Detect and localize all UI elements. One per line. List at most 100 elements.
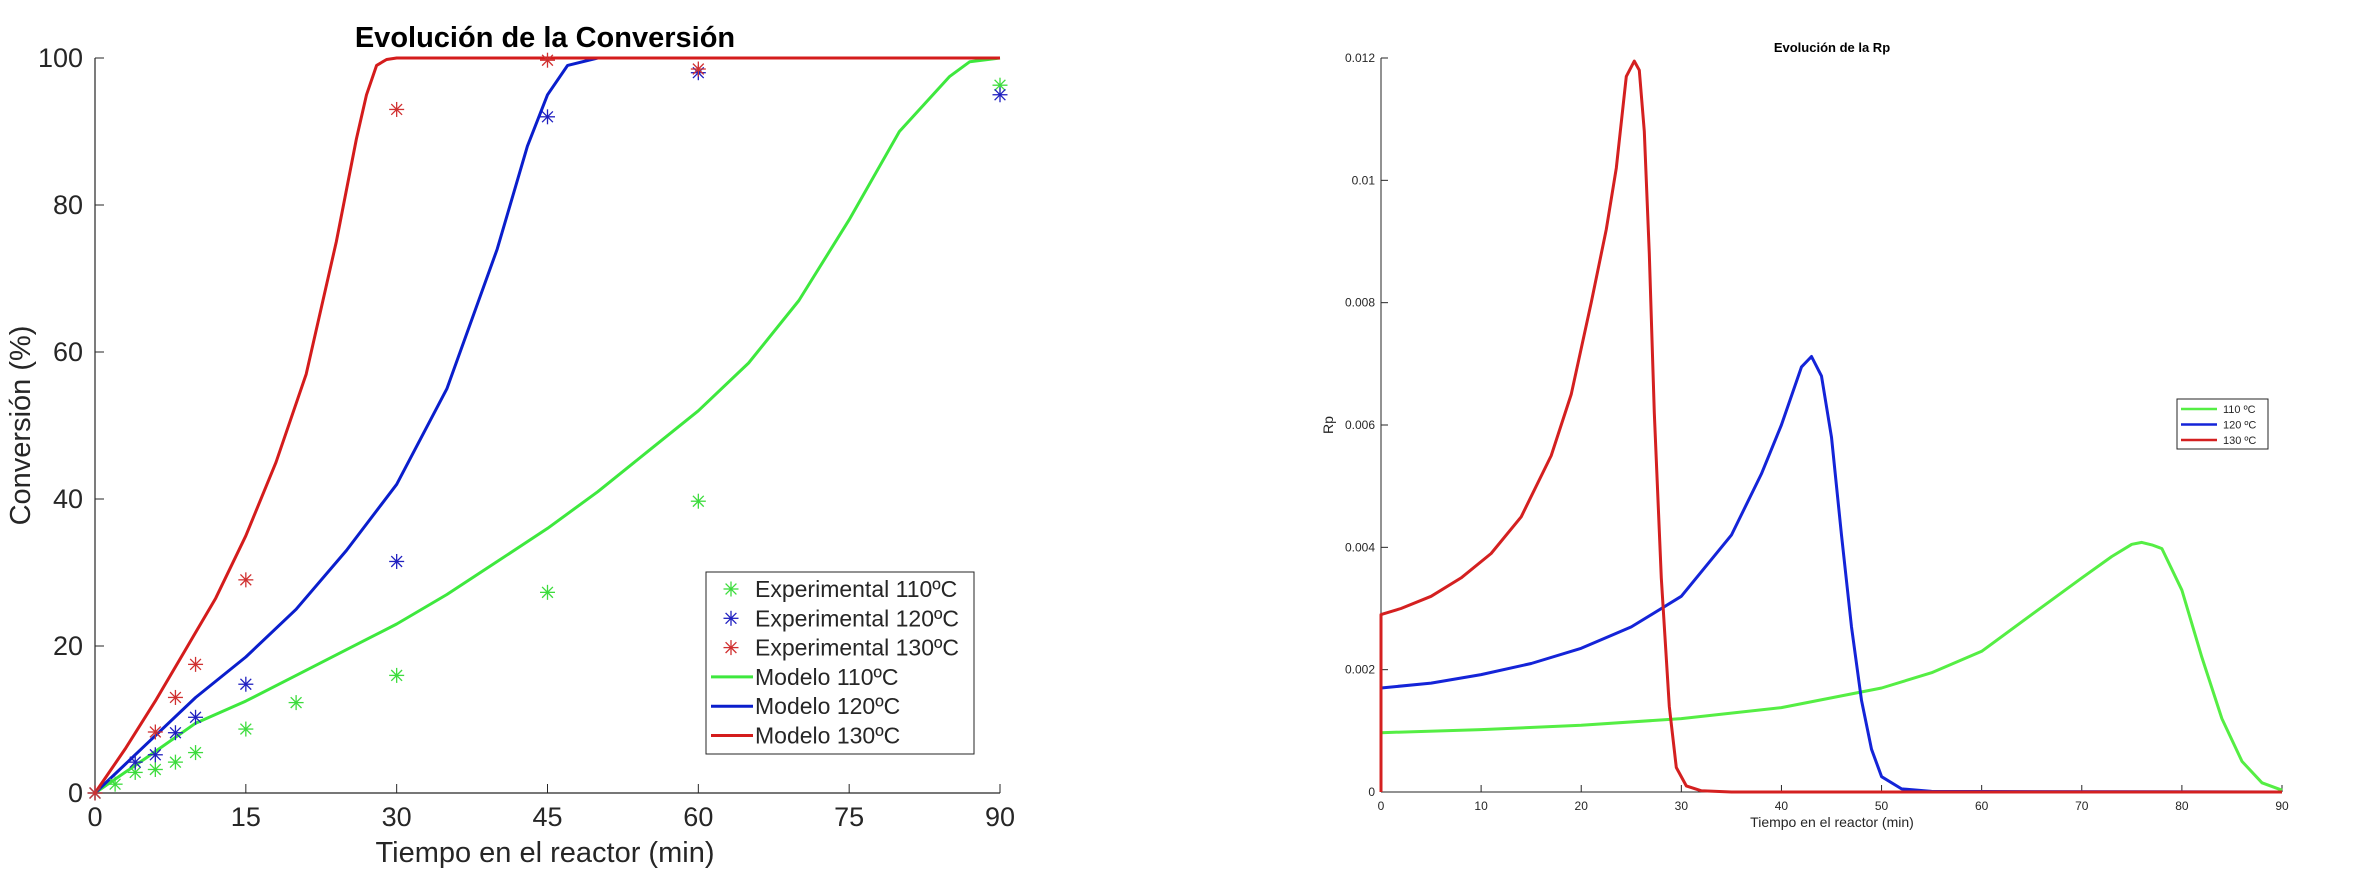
data-point — [188, 656, 204, 672]
marker-stroke — [541, 54, 554, 67]
chart-title: Evolución de la Conversión — [355, 22, 735, 54]
x-tick-label: 20 — [1575, 799, 1589, 813]
marker-stroke — [239, 723, 252, 735]
marker-stroke — [149, 726, 162, 738]
series-line — [1380, 540, 2283, 792]
data-point — [238, 676, 254, 692]
data-point — [992, 87, 1008, 103]
marker-stroke — [725, 583, 737, 595]
y-tick-label: 0.01 — [1352, 173, 1376, 187]
marker-stroke — [189, 746, 202, 759]
x-tick-label: 60 — [1975, 799, 1989, 813]
x-tick-label: 90 — [985, 802, 1015, 832]
x-tick-label: 90 — [2275, 799, 2289, 813]
legend-marker — [723, 581, 739, 597]
data-point — [540, 52, 555, 68]
x-tick-label: 45 — [532, 802, 562, 832]
marker-stroke — [149, 763, 162, 776]
marker-stroke — [169, 756, 182, 768]
data-point — [127, 754, 143, 770]
data-point — [540, 109, 555, 125]
x-tick-label: 0 — [1378, 799, 1385, 813]
y-axis-title: Rp — [1320, 416, 1336, 434]
model-line — [94, 56, 1001, 795]
x-tick-label: 30 — [1675, 799, 1689, 813]
series-line — [1379, 59, 2282, 794]
y-axis-title: Conversión (%) — [5, 326, 37, 526]
x-tick-label: 70 — [2075, 799, 2089, 813]
data-point — [690, 493, 706, 509]
marker-stroke — [541, 110, 554, 123]
x-tick-label: 0 — [87, 802, 102, 832]
data-point — [167, 754, 183, 770]
x-tick-label: 60 — [683, 802, 713, 832]
data-point — [167, 689, 183, 705]
x-tick-label: 10 — [1474, 799, 1488, 813]
marker-stroke — [239, 573, 252, 586]
y-tick-label: 0.012 — [1345, 51, 1375, 65]
data-point — [147, 761, 163, 777]
marker-stroke — [994, 79, 1006, 92]
y-tick-label: 0.002 — [1345, 663, 1375, 677]
marker-stroke — [390, 669, 403, 682]
rp-chart: 0 10 20 30 40 50 60 70 80 90 0 0.002 0.004 0.006 0.008… — [1320, 40, 2289, 830]
marker-stroke — [290, 696, 302, 709]
x-tick-label: 75 — [834, 802, 864, 832]
conversion-chart: 0 15 30 45 60 75 90 0 20 40 60 80 100 Evolución de la… — [5, 22, 1015, 869]
legend-box — [705, 571, 975, 755]
marker-stroke — [169, 726, 182, 739]
y-tick-label: 60 — [53, 337, 83, 367]
x-tick-label: 40 — [1775, 799, 1789, 813]
y-tick-label: 20 — [53, 631, 83, 661]
marker-stroke — [129, 756, 142, 768]
model-line — [93, 56, 1000, 794]
marker-stroke — [692, 495, 705, 508]
y-tick-label: 0.008 — [1345, 296, 1375, 310]
data-point — [87, 785, 103, 801]
data-point — [188, 745, 204, 761]
marker-stroke — [149, 748, 162, 761]
marker-stroke — [239, 678, 252, 691]
y-tick-label: 0.006 — [1345, 418, 1375, 432]
y-tick-label: 80 — [53, 190, 83, 220]
marker-stroke — [390, 103, 403, 116]
data-point — [389, 553, 405, 569]
legend-marker — [723, 640, 739, 656]
marker-stroke — [390, 555, 403, 568]
data-point — [188, 709, 204, 725]
marker-stroke — [725, 612, 737, 625]
marker-stroke — [189, 711, 202, 724]
x-axis-title: Tiempo en el reactor (min) — [1750, 814, 1914, 830]
y-tick-label: 0.004 — [1345, 540, 1375, 554]
x-axis-title: Tiempo en el reactor (min) — [376, 837, 715, 869]
marker-stroke — [129, 766, 142, 779]
legend-label: Modelo 120ºC — [755, 693, 900, 719]
data-point — [288, 695, 304, 711]
legend-label: 130 ºC — [2223, 435, 2256, 447]
legend-label: Experimental 130ºC — [755, 635, 959, 661]
x-tick-label: 80 — [2175, 799, 2189, 813]
model-line — [93, 56, 1000, 795]
data-point — [389, 101, 405, 117]
data-point — [167, 725, 183, 741]
marker-stroke — [994, 88, 1006, 101]
legend-label: Experimental 110ºC — [755, 576, 957, 602]
legend-label: Modelo 130ºC — [755, 723, 900, 749]
x-tick-label: 50 — [1875, 799, 1889, 813]
data-point — [540, 584, 555, 600]
marker-stroke — [692, 63, 705, 75]
data-point — [690, 61, 706, 77]
data-point — [147, 747, 163, 763]
data-point — [107, 776, 123, 792]
marker-stroke — [89, 787, 101, 799]
marker-stroke — [169, 691, 182, 704]
series-line — [1380, 355, 2283, 794]
legend-label: Modelo 110ºC — [755, 664, 899, 690]
marker-stroke — [725, 641, 737, 654]
y-tick-label: 0 — [68, 778, 83, 808]
y-tick-label: 40 — [53, 484, 83, 514]
data-point — [238, 572, 254, 588]
legend-label: Experimental 120ºC — [755, 605, 959, 631]
x-tick-label: 30 — [382, 802, 412, 832]
